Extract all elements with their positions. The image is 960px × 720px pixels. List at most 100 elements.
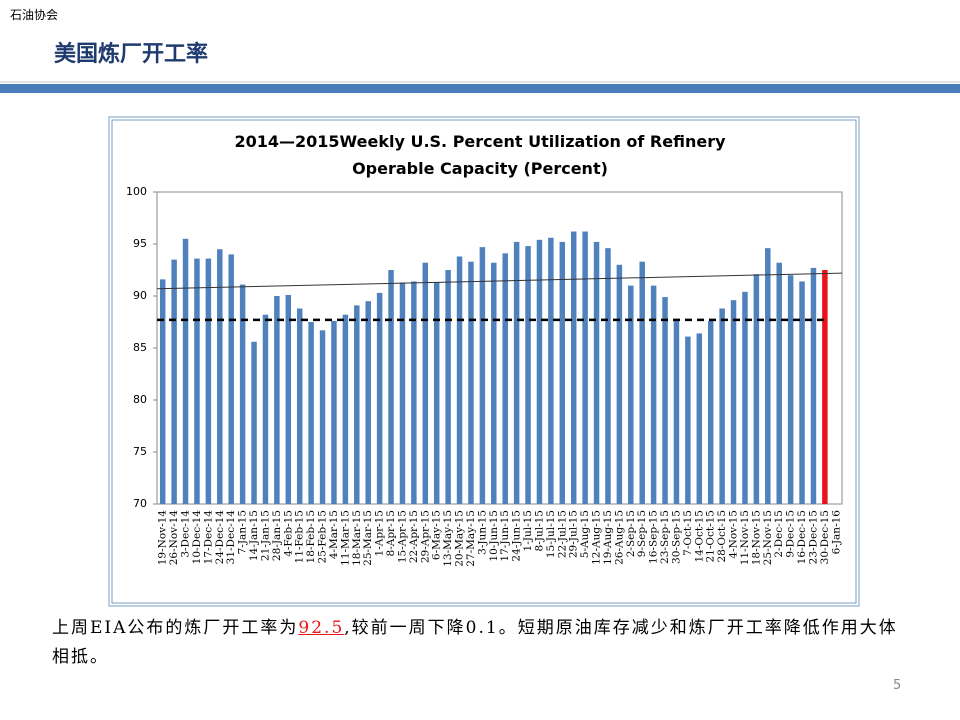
x-tick-label: 23-Dec-15 [807,510,819,564]
x-tick-label: 7-Oct-15 [682,510,694,556]
x-tick-label: 7-Jan-15 [237,510,249,554]
bar [274,296,280,504]
page-number: 5 [893,678,902,693]
bar [365,301,371,504]
org-name: 石油协会 [10,8,59,22]
x-tick-label: 25-Feb-15 [317,510,329,563]
bar [502,253,508,504]
x-tick-label: 17-Dec-14 [202,510,214,565]
bar [239,284,246,504]
x-tick-label: 5-Aug-15 [579,510,591,558]
bar [159,279,166,504]
x-tick-label: 1-Apr-15 [374,510,386,556]
bar [251,341,257,504]
bar [331,320,337,504]
header-bar [0,84,960,93]
x-tick-label: 21-Oct-15 [705,510,717,563]
x-tick-label: 15-Apr-15 [396,510,408,563]
x-tick-label: 22-Apr-15 [408,510,420,563]
y-tick-label: 100 [126,185,147,198]
bar [433,282,440,504]
bar [639,261,645,504]
bar [616,264,623,504]
y-tick-label: 80 [133,393,147,406]
x-tick-label: 1-Jul-15 [522,510,534,551]
x-tick-label: 3-Jun-15 [476,510,488,555]
x-tick-label: 19-Nov-14 [157,510,169,566]
x-tick-label: 9-Sep-15 [636,510,648,557]
x-tick-label: 26-Nov-14 [168,510,180,566]
bar [570,231,577,504]
note: 上周EIA公布的炼厂开工率为92.5,较前一周下降0.1。短期原油库存减少和炼厂… [52,614,912,672]
bar [787,275,794,504]
bar [217,249,223,504]
bar [696,333,703,504]
x-tick-label: 11-Feb-15 [294,510,306,563]
x-tick-label: 12-Aug-15 [591,510,603,565]
bar [388,270,394,504]
x-tick-label: 30-Sep-15 [670,510,682,564]
bar [319,330,326,504]
bar [445,270,451,504]
y-tick-label: 95 [133,237,147,250]
x-tick-label: 21-Jan-15 [259,510,271,561]
x-tick-label: 10-Dec-14 [191,510,203,565]
bar [422,262,429,504]
x-tick-label: 14-Oct-15 [693,510,705,563]
x-tick-label: 29-Jul-15 [568,510,580,558]
x-tick-label: 16-Sep-15 [648,510,660,564]
bar [685,336,691,504]
x-tick-label: 11-Mar-15 [339,510,351,566]
bar [548,237,554,504]
bar [536,239,543,504]
x-tick-label: 31-Dec-14 [225,510,237,565]
bar [525,246,531,504]
x-tick-label: 2-Dec-15 [773,510,785,558]
chart-title: 2014—2015Weekly U.S. Percent Utilization… [234,132,726,178]
x-tick-label: 24-Dec-14 [214,510,226,565]
bar [707,320,714,504]
bar [491,262,497,504]
bar [205,258,212,504]
x-tick-label: 20-May-15 [454,510,466,567]
y-tick-label: 85 [133,341,147,354]
bar [399,282,406,504]
x-tick-label: 4-Feb-15 [282,510,294,557]
bar [822,270,828,504]
y-tick-label: 75 [133,445,147,458]
bar [194,258,200,504]
x-tick-label: 18-Feb-15 [305,510,317,563]
bar [719,308,725,504]
note-text: 上周EIA公布的炼厂开工率为 [52,618,299,638]
y-tick-label: 70 [133,497,147,510]
bar [228,254,234,504]
x-tick-label: 8-Apr-15 [385,510,397,556]
note-value: 92.5 [298,618,345,638]
x-tick-label: 3-Dec-14 [180,510,192,558]
bar [182,238,189,505]
bar [776,262,782,504]
x-tick-label: 19-Aug-15 [602,510,614,565]
bar [753,274,760,504]
slide-title: 美国炼厂开工率 [54,42,209,67]
y-tick-label: 90 [133,289,147,302]
x-tick-label: 17-Jun-15 [499,510,511,562]
x-tick-label: 28-Jan-15 [271,510,283,561]
x-tick-label: 30-Dec-15 [819,510,831,564]
bar [605,248,611,504]
x-tick-label: 18-Mar-15 [351,510,363,566]
x-tick-label: 4-Mar-15 [328,510,340,559]
bar [262,314,269,504]
x-tick-label: 14-Jan-15 [248,510,260,561]
x-tick-label: 6-Jan-16 [830,510,842,555]
x-tick-label: 27-May-15 [465,510,477,567]
bar [673,320,680,504]
bar [411,281,417,504]
bar [730,300,737,504]
x-tick-label: 25-Mar-15 [362,510,374,566]
bar [308,322,314,504]
bar [354,305,360,504]
x-tick-label: 2-Sep-15 [625,510,637,557]
